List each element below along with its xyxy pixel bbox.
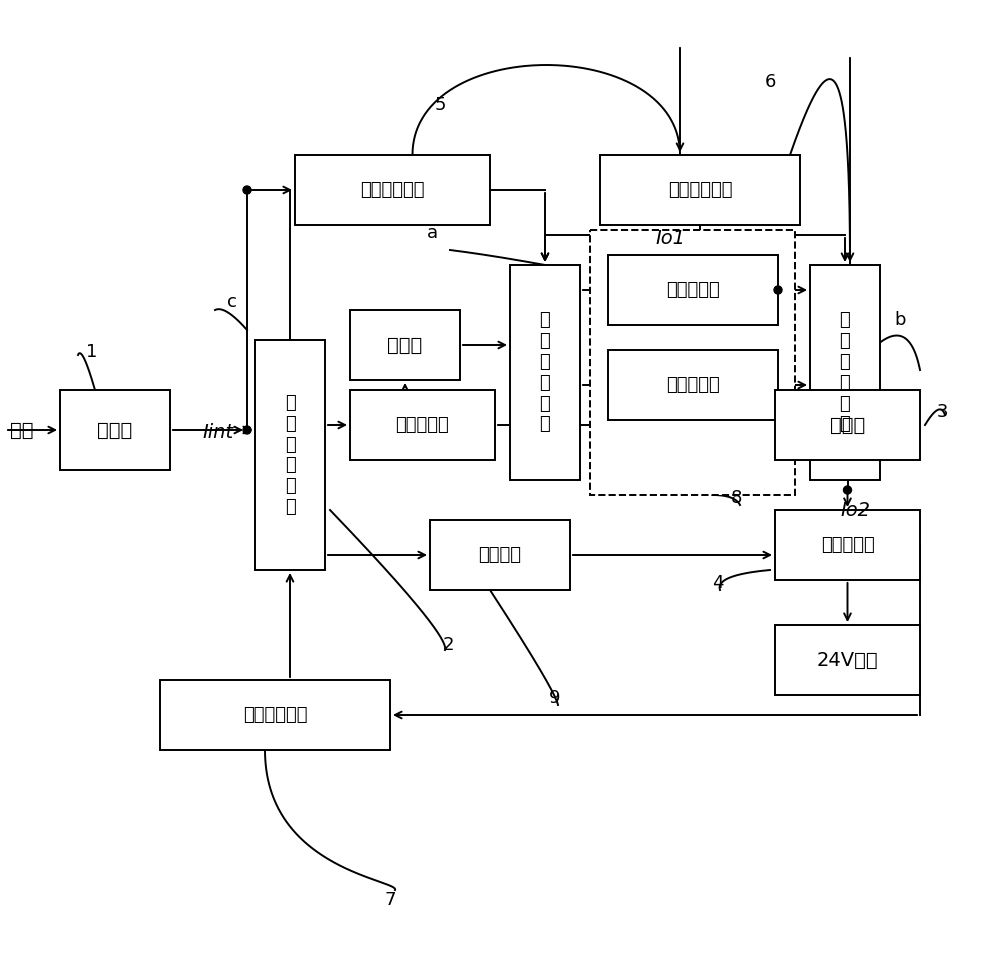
Text: Io1: Io1 [655, 228, 685, 248]
Text: 第二整流器: 第二整流器 [821, 536, 874, 554]
Bar [775, 625, 920, 695]
Bar [608, 350, 778, 420]
Text: 市电: 市电 [10, 420, 34, 440]
Bar [600, 155, 800, 225]
Bar [608, 255, 778, 325]
Bar [775, 510, 920, 580]
Bar [350, 390, 495, 460]
Text: 9: 9 [549, 689, 561, 707]
Text: 5: 5 [434, 96, 446, 114]
Text: 7: 7 [384, 891, 396, 909]
Text: 充电器: 充电器 [387, 335, 423, 354]
Text: 备用蓄电池: 备用蓄电池 [666, 376, 720, 394]
Text: 旁路切换装置: 旁路切换装置 [243, 706, 307, 724]
Text: 4: 4 [712, 574, 724, 592]
Text: 逆变器: 逆变器 [830, 416, 865, 435]
Circle shape [844, 486, 852, 494]
Text: a: a [426, 224, 438, 242]
Text: 第
一
转
换
开
关: 第 一 转 换 开 关 [540, 311, 550, 434]
Circle shape [243, 186, 251, 194]
Text: 旁路电路: 旁路电路 [479, 546, 522, 564]
Text: c: c [227, 293, 237, 311]
Bar [60, 390, 170, 470]
Text: 主用蓄电池: 主用蓄电池 [666, 281, 720, 299]
Text: 脉冲保护装置: 脉冲保护装置 [360, 181, 425, 199]
Circle shape [243, 426, 251, 434]
Bar [775, 390, 920, 460]
Text: 电池切换装置: 电池切换装置 [668, 181, 732, 199]
Text: 24V灯具: 24V灯具 [817, 651, 878, 669]
Bar [810, 265, 880, 480]
Text: 2: 2 [442, 636, 454, 654]
Bar [255, 340, 325, 570]
Bar [160, 680, 390, 750]
Text: Iint: Iint [202, 422, 234, 442]
Bar [295, 155, 490, 225]
Text: 8: 8 [730, 489, 742, 507]
Text: 第
二
转
换
开
关: 第 二 转 换 开 关 [840, 311, 850, 434]
Text: 第
三
转
换
开
关: 第 三 转 换 开 关 [285, 394, 295, 516]
Bar [430, 520, 570, 590]
Circle shape [774, 286, 782, 294]
Text: b: b [894, 311, 906, 329]
Bar [350, 310, 460, 380]
Bar [510, 265, 580, 480]
Text: 6: 6 [764, 73, 776, 91]
Bar [590, 230, 795, 495]
Text: 第一整流器: 第一整流器 [396, 416, 449, 434]
Text: 1: 1 [86, 343, 98, 361]
Text: Io2: Io2 [840, 500, 870, 519]
Text: 3: 3 [936, 403, 948, 421]
Text: 滤波器: 滤波器 [97, 420, 133, 440]
